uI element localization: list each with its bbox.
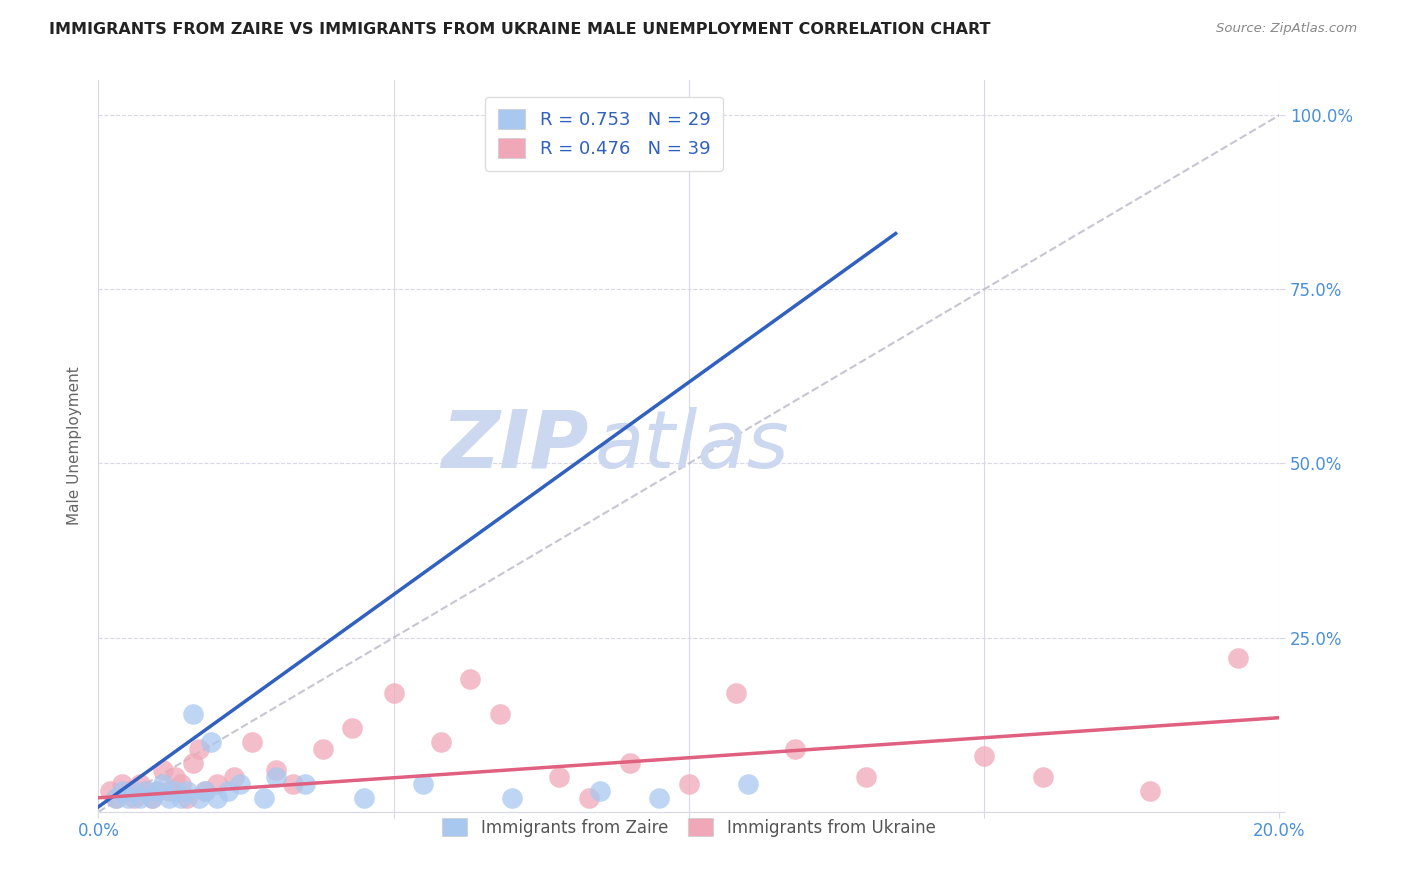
Point	[187, 742, 209, 756]
Point	[152, 777, 174, 791]
Point	[135, 784, 157, 798]
Point	[165, 784, 187, 798]
Point	[135, 784, 157, 798]
Point	[194, 784, 217, 798]
Point	[105, 790, 128, 805]
Point	[146, 784, 169, 798]
Point	[165, 770, 187, 784]
Point	[157, 784, 180, 798]
Point	[725, 686, 748, 700]
Point	[253, 790, 276, 805]
Point	[578, 790, 600, 805]
Point	[430, 735, 453, 749]
Point	[1227, 651, 1250, 665]
Point	[152, 763, 174, 777]
Point	[264, 770, 287, 784]
Point	[737, 777, 759, 791]
Point	[342, 721, 364, 735]
Point	[141, 790, 163, 805]
Point	[176, 784, 198, 798]
Point	[205, 790, 228, 805]
Point	[98, 784, 121, 798]
Point	[855, 770, 877, 784]
Point	[548, 770, 571, 784]
Point	[217, 784, 239, 798]
Point	[283, 777, 305, 791]
Point	[111, 784, 134, 798]
Point	[128, 790, 150, 805]
Point	[353, 790, 375, 805]
Point	[264, 763, 287, 777]
Point	[382, 686, 405, 700]
Point	[648, 790, 671, 805]
Point	[589, 784, 612, 798]
Point	[973, 749, 995, 764]
Point	[176, 790, 198, 805]
Point	[122, 790, 145, 805]
Text: Source: ZipAtlas.com: Source: ZipAtlas.com	[1216, 22, 1357, 36]
Point	[170, 777, 193, 791]
Legend: Immigrants from Zaire, Immigrants from Ukraine: Immigrants from Zaire, Immigrants from U…	[436, 812, 942, 844]
Point	[501, 790, 523, 805]
Point	[141, 790, 163, 805]
Point	[229, 777, 252, 791]
Point	[294, 777, 316, 791]
Point	[460, 673, 482, 687]
Point	[105, 790, 128, 805]
Point	[181, 707, 204, 722]
Point	[489, 707, 512, 722]
Point	[312, 742, 335, 756]
Point	[678, 777, 700, 791]
Point	[240, 735, 263, 749]
Point	[194, 784, 217, 798]
Point	[200, 735, 222, 749]
Point	[157, 790, 180, 805]
Text: IMMIGRANTS FROM ZAIRE VS IMMIGRANTS FROM UKRAINE MALE UNEMPLOYMENT CORRELATION C: IMMIGRANTS FROM ZAIRE VS IMMIGRANTS FROM…	[49, 22, 991, 37]
Point	[1139, 784, 1161, 798]
Point	[619, 756, 641, 770]
Point	[224, 770, 246, 784]
Point	[205, 777, 228, 791]
Point	[181, 756, 204, 770]
Point	[1032, 770, 1054, 784]
Point	[128, 777, 150, 791]
Point	[785, 742, 807, 756]
Point	[111, 777, 134, 791]
Y-axis label: Male Unemployment: Male Unemployment	[67, 367, 83, 525]
Point	[146, 784, 169, 798]
Point	[117, 784, 139, 798]
Text: atlas: atlas	[595, 407, 789, 485]
Point	[170, 790, 193, 805]
Point	[117, 790, 139, 805]
Point	[187, 790, 209, 805]
Point	[122, 784, 145, 798]
Point	[412, 777, 434, 791]
Text: ZIP: ZIP	[441, 407, 589, 485]
